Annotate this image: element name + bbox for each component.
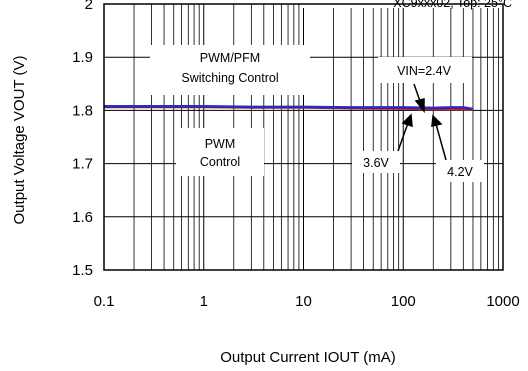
series-label-4v2: 4.2V: [447, 165, 473, 179]
y-tick-label: 1.6: [72, 209, 93, 226]
x-axis-label: Output Current IOUT (mA): [220, 349, 396, 366]
pwm-pfm-label-box: [150, 45, 310, 95]
x-tick-label: 0.1: [94, 293, 115, 310]
pwm-pfm-label-line2: Switching Control: [181, 71, 278, 85]
pwm-label-line1: PWM: [205, 137, 236, 151]
vin24-label-box: [378, 57, 472, 83]
y-tick-label: 1.8: [72, 102, 93, 119]
x-tick-labels: 0.1 1 10 100 1000: [94, 293, 520, 310]
pwm-pfm-label-line1: PWM/PFM: [200, 51, 260, 65]
x-tick-label: 10: [295, 293, 312, 310]
v36-label-box: [352, 151, 400, 173]
pwm-label-line2: Control: [200, 155, 240, 169]
y-axis-label: Output Voltage VOUT (V): [11, 56, 28, 225]
arrow-3v6: [397, 122, 409, 152]
series-layer: [104, 104, 474, 111]
conditions-label: XC9xxx02, Top: 25°C: [393, 0, 512, 10]
arrow-4v2-head: [431, 114, 443, 127]
plot-frame: [103, 3, 504, 271]
x-tick-label: 100: [391, 293, 416, 310]
x-tick-label: 1: [200, 293, 208, 310]
arrow-vin24-head: [414, 98, 425, 114]
arrow-3v6-head: [401, 113, 413, 128]
y-tick-label: 1.5: [72, 262, 93, 279]
v42-label-box: [436, 160, 484, 182]
y-tick-label: 1.9: [72, 49, 93, 66]
y-tick-labels: 1.5 1.6 1.7 1.8 1.9 2: [72, 0, 93, 279]
y-tick-label: 2: [85, 0, 93, 13]
pwm-label-box: [176, 128, 264, 176]
annotation-arrows: [397, 83, 447, 161]
series-label-3v6: 3.6V: [363, 156, 389, 170]
y-tick-label: 1.7: [72, 156, 93, 173]
arrow-4v2: [435, 123, 447, 161]
x-tick-label: 1000: [486, 293, 519, 310]
series-label-vin24: VIN=2.4V: [397, 64, 452, 78]
series-line-0: [104, 104, 474, 110]
